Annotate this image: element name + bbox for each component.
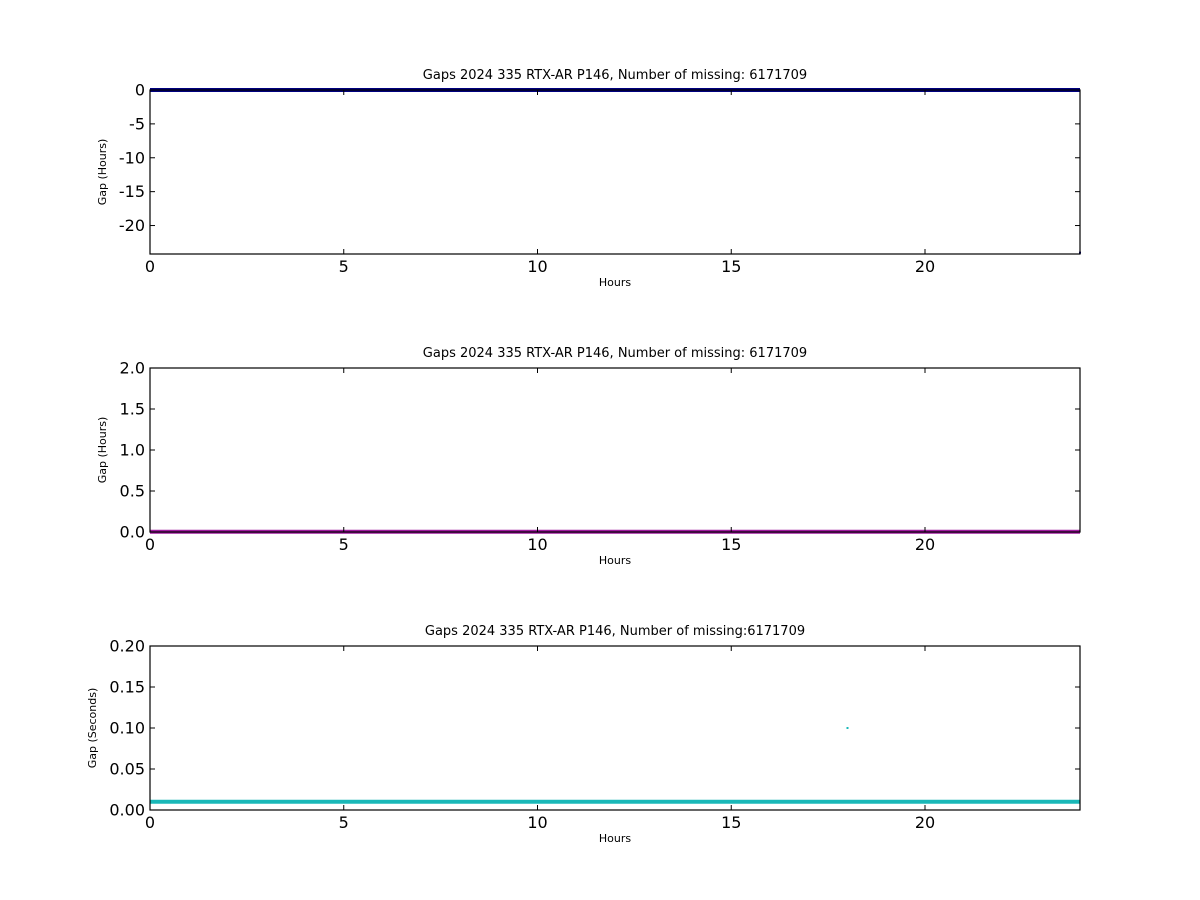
x-tick-label: 0 [145, 257, 155, 276]
x-tick-label: 0 [145, 535, 155, 554]
y-tick-label: 1.0 [120, 441, 145, 460]
x-tick-label: 20 [915, 813, 935, 832]
y-tick-label: 0.5 [120, 482, 145, 501]
x-axis-label: Hours [599, 276, 631, 289]
y-tick-label: 0.15 [109, 678, 145, 697]
x-tick-label: 10 [527, 535, 547, 554]
x-tick-label: 15 [721, 535, 741, 554]
x-tick-label: 15 [721, 813, 741, 832]
data-point [846, 727, 849, 729]
axes-frame [149, 89, 1081, 255]
x-axis-label: Hours [599, 554, 631, 567]
chart-title: Gaps 2024 335 RTX-AR P146, Number of mis… [423, 346, 807, 361]
y-axis-label: Gap (Seconds) [86, 688, 99, 769]
y-axis-label: Gap (Hours) [96, 417, 109, 484]
x-axis-label: Hours [599, 832, 631, 845]
subplot-2: 0 5 10 15 20 0.0 0.5 1.0 1.5 2.0 Gaps 2024 335 RTX… [96, 346, 1081, 567]
plot-area [150, 90, 1080, 254]
y-tick-label: 0 [135, 81, 145, 100]
y-tick-label: 1.5 [120, 400, 145, 419]
x-tick-label: 5 [339, 535, 349, 554]
x-tick-label: 10 [527, 813, 547, 832]
x-tick-label: 10 [527, 257, 547, 276]
subplot-1: 0 5 10 15 20 0 -5 -10 -15 -20 Gaps 2024 335 RTX-AR… [96, 68, 1081, 289]
plot-area [150, 646, 1080, 810]
y-tick-label: 0.00 [109, 801, 145, 820]
y-axis-label: Gap (Hours) [96, 139, 109, 206]
y-tick-label: 0.10 [109, 719, 145, 738]
subplot-3: 0 5 10 15 20 0.00 0.05 0.10 0.15 0.20 Gaps 2024 33… [86, 624, 1081, 845]
y-tick-label: -20 [119, 216, 145, 235]
chart-title: Gaps 2024 335 RTX-AR P146, Number of mis… [425, 624, 805, 639]
x-tick-label: 20 [915, 535, 935, 554]
plot-area [150, 368, 1080, 532]
y-tick-label: 0.05 [109, 760, 145, 779]
y-tick-label: -10 [119, 148, 145, 167]
x-tick-label: 20 [915, 257, 935, 276]
chart-title: Gaps 2024 335 RTX-AR P146, Number of mis… [423, 68, 807, 83]
y-tick-label: 0.0 [120, 523, 145, 542]
y-tick-label: 2.0 [120, 359, 145, 378]
x-tick-label: 5 [339, 257, 349, 276]
y-tick-label: -5 [129, 114, 145, 133]
x-tick-label: 15 [721, 257, 741, 276]
x-tick-label: 0 [145, 813, 155, 832]
x-tick-label: 5 [339, 813, 349, 832]
y-tick-label: -15 [119, 182, 145, 201]
y-tick-label: 0.20 [109, 637, 145, 656]
